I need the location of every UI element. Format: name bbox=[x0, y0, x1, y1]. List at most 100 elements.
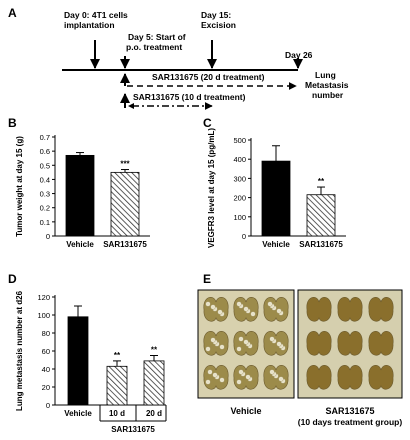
metastasis-nodule bbox=[219, 344, 225, 350]
y-tick-label: 0.7 bbox=[40, 133, 50, 142]
y-tick-label: 80 bbox=[42, 329, 50, 338]
bar bbox=[261, 160, 291, 237]
bar bbox=[306, 194, 336, 237]
metastasis-nodule bbox=[205, 346, 211, 352]
significance-label: ** bbox=[151, 346, 158, 355]
lung-specimen bbox=[368, 365, 394, 390]
y-tick-label: 0.5 bbox=[40, 161, 50, 170]
bar bbox=[67, 316, 89, 406]
metastasis-nodule bbox=[250, 311, 256, 317]
arm-20d-label: SAR131675 (20 d treatment) bbox=[152, 72, 265, 82]
day0-label: Day 0: 4T1 cells bbox=[64, 10, 128, 20]
bar bbox=[143, 360, 165, 406]
photo-caption-vehicle: Vehicle bbox=[230, 406, 261, 416]
category-label: SAR131675 bbox=[103, 240, 147, 249]
metastasis-nodule bbox=[210, 337, 216, 343]
y-tick-label: 100 bbox=[233, 213, 246, 222]
metastasis-nodule bbox=[236, 301, 242, 307]
lung-specimen bbox=[368, 331, 394, 356]
metastasis-nodule bbox=[212, 372, 218, 378]
metastasis-nodule bbox=[205, 301, 211, 307]
lung-photographs: Vehicle SAR131675 (10 days treatment gro… bbox=[197, 289, 403, 427]
metastasis-nodule bbox=[238, 336, 244, 342]
metastasis-nodule bbox=[210, 304, 216, 310]
endpoint-label-3: number bbox=[312, 90, 344, 100]
y-tick-label: 0 bbox=[46, 232, 50, 241]
arm-10d-label: SAR131675 (10 d treatment) bbox=[133, 92, 246, 102]
panel-letter-e: E bbox=[203, 272, 212, 286]
panel-letter-a: A bbox=[8, 6, 17, 20]
photo-caption-treated-2: (10 days treatment group) bbox=[298, 417, 403, 427]
day5-label: Day 5: Start of bbox=[128, 32, 186, 42]
y-tick-label: 500 bbox=[233, 136, 246, 145]
lung-specimen bbox=[337, 365, 363, 390]
metastasis-nodule bbox=[205, 379, 211, 385]
y-tick-label: 60 bbox=[42, 347, 50, 356]
y-tick-label: 40 bbox=[42, 365, 50, 374]
y-axis-label: Lung metastasis number at d26 bbox=[15, 290, 24, 411]
panel-letter-b: B bbox=[8, 116, 17, 130]
y-axis-label: Tumor weight at day 15 (g) bbox=[15, 136, 24, 237]
endpoint-label-1: Lung bbox=[315, 70, 336, 80]
lung-specimen bbox=[306, 297, 332, 322]
vehicle-lungs bbox=[203, 297, 289, 390]
y-tick-label: 200 bbox=[233, 194, 246, 203]
y-tick-label: 0.4 bbox=[40, 175, 50, 184]
photo-caption-treated: SAR131675 bbox=[325, 406, 374, 416]
chart-tumor-weight: 0 0.1 0.2 0.3 0.4 0.5 0.6 0.7 Tumor weight at da… bbox=[15, 133, 150, 249]
y-tick-label: 400 bbox=[233, 155, 246, 164]
metastasis-nodule bbox=[238, 369, 244, 375]
metastasis-nodule bbox=[219, 377, 225, 383]
day0-label-2: implantation bbox=[64, 20, 115, 30]
lung-specimen bbox=[337, 331, 363, 356]
treated-lungs bbox=[306, 297, 394, 390]
category-label: 20 d bbox=[146, 409, 162, 418]
lung-specimen bbox=[337, 297, 363, 322]
y-tick-label: 0.2 bbox=[40, 204, 50, 213]
category-label: SAR131675 bbox=[299, 240, 343, 249]
y-tick-label: 0 bbox=[46, 401, 50, 410]
significance-label: ** bbox=[114, 351, 121, 360]
day5-label-2: p.o. treatment bbox=[126, 42, 182, 52]
metastasis-nodule bbox=[278, 376, 284, 382]
y-axis-label: VEGFR3 level at day 15 (pg/mL) bbox=[207, 128, 216, 248]
metastasis-nodule bbox=[243, 306, 249, 312]
day15-label: Day 15: bbox=[201, 10, 231, 20]
category-label: Vehicle bbox=[64, 409, 92, 418]
significance-label: ** bbox=[318, 177, 325, 186]
metastasis-nodule bbox=[276, 308, 282, 314]
chart-vegfr3-level: 0 100 200 300 400 500 VEGFR3 level at day 15 (… bbox=[207, 128, 346, 249]
metastasis-nodule bbox=[269, 369, 275, 375]
lung-specimen bbox=[368, 297, 394, 322]
metastasis-nodule bbox=[236, 346, 242, 352]
y-tick-label: 100 bbox=[37, 311, 50, 320]
y-tick-label: 0 bbox=[242, 232, 246, 241]
metastasis-nodule bbox=[269, 336, 275, 342]
chart-lung-metastasis: 0 20 40 60 80 100 120 Lung metastasis number at… bbox=[15, 290, 167, 434]
day15-label-2: Excision bbox=[201, 20, 236, 30]
arm-10d-arrowhead-left bbox=[128, 103, 134, 109]
metastasis-nodule bbox=[276, 341, 282, 347]
y-tick-label: 300 bbox=[233, 174, 246, 183]
category-label: Vehicle bbox=[66, 240, 94, 249]
category-label: Vehicle bbox=[262, 240, 290, 249]
bar bbox=[65, 154, 95, 237]
lung-specimen bbox=[306, 365, 332, 390]
panel-letter-c: C bbox=[203, 116, 212, 130]
y-tick-label: 20 bbox=[42, 383, 50, 392]
group-label: SAR131675 bbox=[111, 425, 155, 434]
y-tick-label: 0.6 bbox=[40, 147, 50, 156]
metastasis-nodule bbox=[243, 339, 249, 345]
timeline-schematic: Day 0: 4T1 cells implantation Day 5: Sta… bbox=[62, 10, 349, 110]
metastasis-nodule bbox=[245, 374, 251, 380]
bar bbox=[110, 171, 140, 237]
category-label: 10 d bbox=[109, 409, 125, 418]
day26-label: Day 26 bbox=[285, 50, 313, 60]
significance-label: *** bbox=[120, 160, 130, 169]
panel-letter-d: D bbox=[8, 272, 17, 286]
metastasis-nodule bbox=[267, 301, 273, 307]
y-tick-label: 0.1 bbox=[40, 218, 50, 227]
metastasis-nodule bbox=[217, 309, 223, 315]
endpoint-label-2: Metastasis bbox=[305, 80, 349, 90]
y-tick-label: 0.3 bbox=[40, 190, 50, 199]
